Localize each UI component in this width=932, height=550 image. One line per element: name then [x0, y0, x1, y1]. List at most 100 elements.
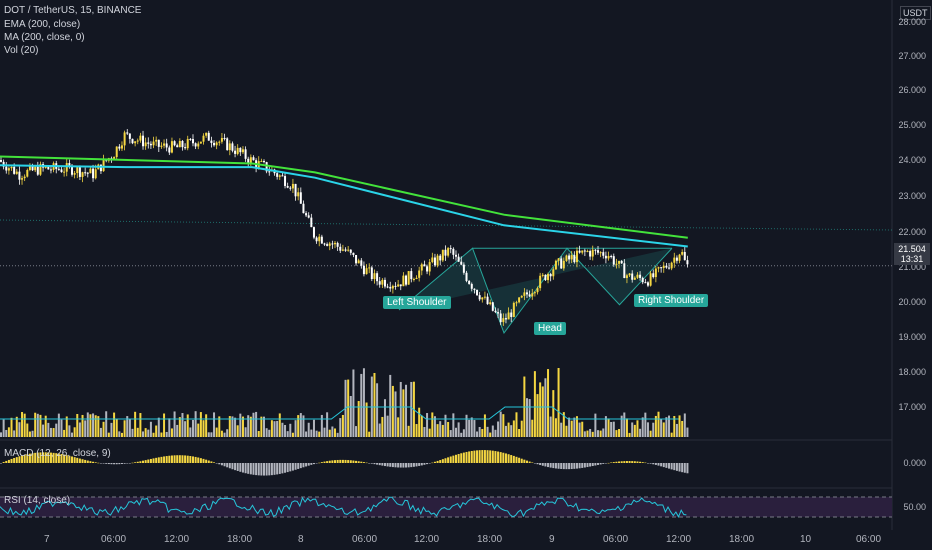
macd-bar [289, 463, 292, 472]
volume-bar [636, 420, 639, 437]
candle [536, 288, 539, 293]
volume-bar [5, 429, 8, 437]
candle [612, 256, 615, 265]
candle [118, 146, 121, 149]
candle [31, 165, 34, 171]
price-tick: 21.000 [898, 262, 926, 272]
volume-bar [441, 424, 444, 437]
macd-bar [186, 455, 189, 463]
volume-bar [426, 413, 429, 437]
macd-bar [391, 463, 394, 468]
macd-bar [249, 463, 252, 475]
candle-countdown: 13:31 [900, 254, 924, 264]
volume-bar [646, 422, 649, 437]
right-shoulder-label[interactable]: Right Shoulder [634, 294, 709, 307]
volume-bar [297, 415, 300, 437]
candle [620, 260, 623, 264]
macd-bar [549, 463, 552, 468]
macd-bar [228, 463, 231, 469]
macd-bar [147, 459, 150, 463]
macd-bar [163, 456, 166, 463]
volume-bar [539, 382, 542, 437]
candle [675, 257, 678, 261]
volume-bar [44, 415, 47, 437]
macd-bar [294, 463, 297, 470]
candle [68, 163, 71, 166]
volume-bar [81, 414, 84, 437]
macd-bar [142, 460, 145, 463]
volume-bar [615, 430, 618, 437]
candle [668, 267, 671, 269]
volume-bar [644, 412, 647, 437]
macd-bar [665, 463, 668, 468]
macd-bar [99, 463, 102, 464]
time-tick: 12:00 [164, 534, 190, 545]
candle [147, 142, 150, 144]
macd-bar [625, 461, 628, 463]
macd-bar [504, 453, 507, 463]
candle [673, 257, 676, 263]
candle [562, 260, 565, 269]
candle [213, 142, 216, 146]
candle [294, 183, 297, 197]
left-shoulder-label[interactable]: Left Shoulder [383, 296, 451, 309]
candle [284, 176, 287, 186]
time-tick: 12:00 [666, 534, 692, 545]
volume-bar [107, 432, 110, 437]
candle [575, 250, 578, 263]
currency-label[interactable]: USDT [900, 6, 931, 20]
macd-bar [97, 462, 100, 464]
candle [644, 282, 647, 284]
volume-bar [312, 419, 315, 437]
candle [428, 262, 431, 272]
macd-bar [89, 461, 92, 463]
volume-bar [173, 411, 176, 437]
volume-bar [399, 381, 402, 437]
volume-bar [318, 431, 321, 437]
volume-bar [449, 430, 452, 437]
candle [286, 185, 289, 188]
price-tick: 25.000 [898, 120, 926, 130]
macd-bar [0, 463, 2, 464]
volume-bar [255, 411, 258, 437]
macd-bar [426, 463, 429, 465]
head-label[interactable]: Head [534, 322, 566, 335]
candle [683, 252, 686, 261]
volume-bar [113, 412, 116, 437]
volume-bar [147, 429, 150, 437]
macd-bar [42, 452, 45, 463]
macd-bar [21, 455, 24, 463]
volume-bar [554, 418, 557, 437]
candle [499, 313, 502, 323]
macd-bar [536, 463, 539, 465]
ema-legend: EMA (200, close) [4, 19, 81, 30]
macd-bar [378, 463, 381, 466]
candle [441, 249, 444, 261]
macd-bar [286, 463, 289, 473]
symbol-title: DOT / TetherUS, 15, BINANCE [4, 5, 142, 16]
candle [628, 273, 631, 276]
macd-bar [128, 463, 131, 464]
macd-bar [489, 450, 492, 463]
volume-bar [639, 428, 642, 437]
volume-bar [478, 427, 481, 437]
candle [547, 274, 550, 281]
volume-bar [284, 424, 287, 437]
volume-bar [360, 373, 363, 437]
volume-bar [178, 417, 181, 437]
candle [34, 166, 37, 171]
volume-bar [94, 415, 97, 437]
candle [323, 243, 326, 245]
volume-bar [244, 427, 247, 437]
macd-bar [178, 455, 181, 463]
macd-bar [560, 463, 563, 469]
candle [476, 289, 479, 296]
macd-bar [418, 463, 421, 466]
macd-bar [181, 455, 184, 463]
macd-bar [349, 460, 352, 463]
macd-bar [199, 458, 202, 463]
macd-bar [236, 463, 239, 471]
volume-bar [623, 412, 626, 437]
volume-bar [499, 411, 502, 437]
